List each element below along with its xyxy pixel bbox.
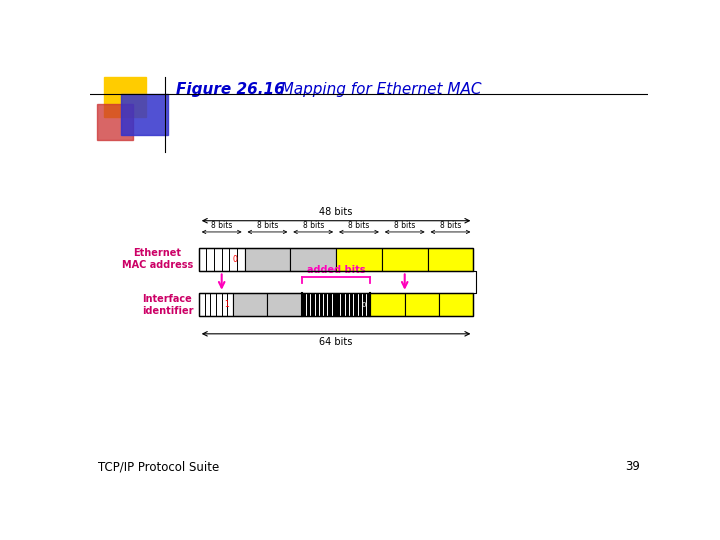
Bar [199, 293, 473, 316]
Text: TCP/IP Protocol Suite: TCP/IP Protocol Suite [99, 460, 220, 473]
Text: 0: 0 [233, 255, 238, 264]
Bar [370, 293, 405, 316]
Bar [199, 248, 245, 271]
Text: 8 bits: 8 bits [394, 221, 415, 230]
Bar [290, 248, 336, 271]
Text: added bits: added bits [307, 265, 365, 275]
Bar [428, 248, 473, 271]
Bar [336, 248, 382, 271]
Text: Interface
identifier: Interface identifier [142, 294, 193, 316]
Text: 39: 39 [625, 460, 639, 473]
Text: 64 bits: 64 bits [320, 337, 353, 347]
Bar [199, 248, 473, 271]
Bar [439, 293, 473, 316]
Bar [336, 293, 370, 316]
Text: 1: 1 [224, 300, 229, 309]
Bar [121, 94, 168, 136]
Text: Mapping for Ethernet MAC: Mapping for Ethernet MAC [266, 82, 481, 97]
Text: Ethernet
MAC address: Ethernet MAC address [122, 248, 193, 270]
Text: 8 bits: 8 bits [440, 221, 461, 230]
Text: 8 bits: 8 bits [348, 221, 369, 230]
Bar [96, 104, 133, 140]
Text: Figure 26.16: Figure 26.16 [176, 82, 285, 97]
Bar [267, 293, 302, 316]
Bar [104, 77, 145, 117]
Text: 8 bits: 8 bits [257, 221, 278, 230]
Text: 8 bits: 8 bits [211, 221, 233, 230]
Bar [233, 293, 267, 316]
Bar [245, 248, 290, 271]
Bar [302, 293, 336, 316]
Bar [382, 248, 428, 271]
Text: 8 bits: 8 bits [302, 221, 324, 230]
Text: 48 bits: 48 bits [320, 207, 353, 218]
Bar [199, 293, 233, 316]
Bar [405, 293, 439, 316]
Text: 0: 0 [362, 302, 366, 308]
